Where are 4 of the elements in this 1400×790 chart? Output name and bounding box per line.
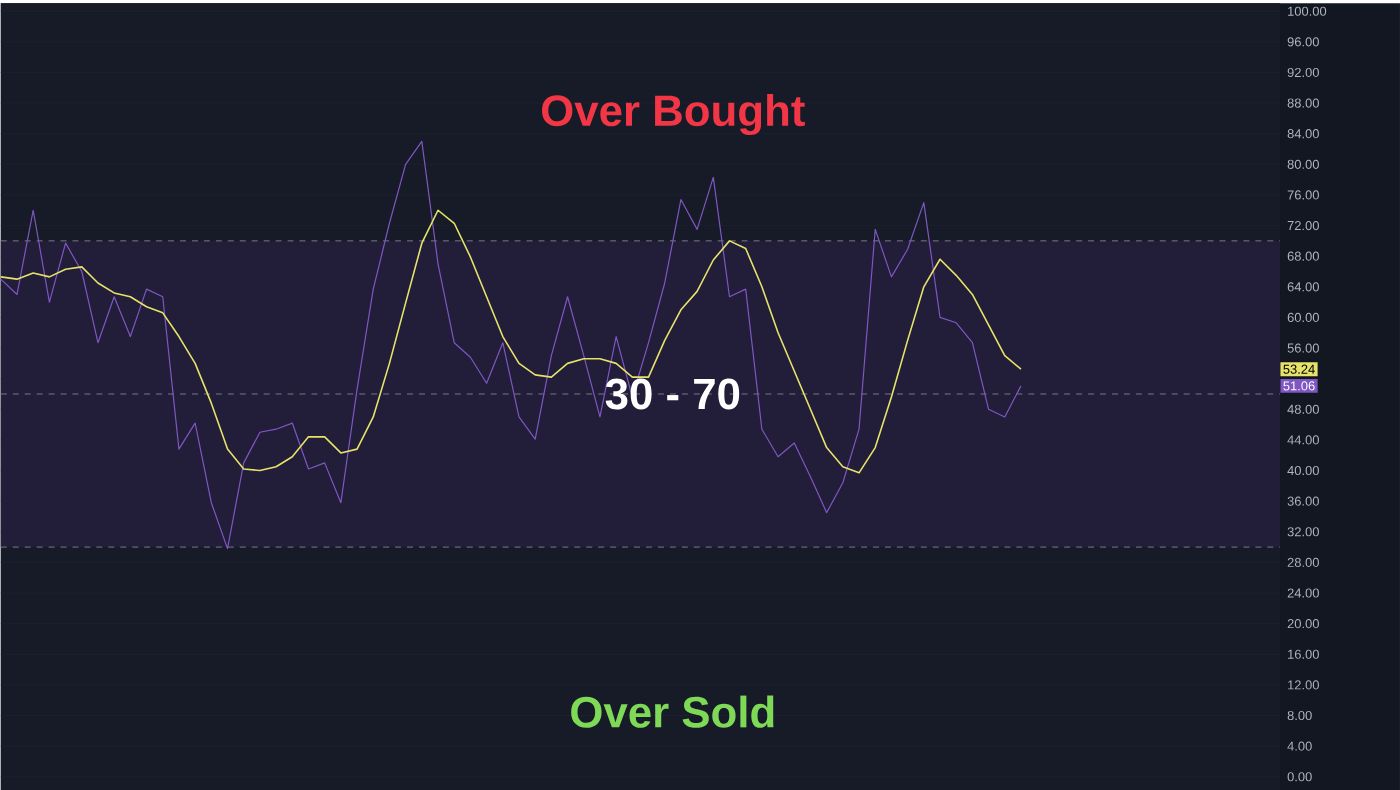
annotation: Over Bought: [541, 93, 805, 135]
annotation: Over Sold: [571, 695, 774, 728]
line-series: [0, 140, 1022, 549]
band-label: 30 - 70: [605, 378, 740, 410]
